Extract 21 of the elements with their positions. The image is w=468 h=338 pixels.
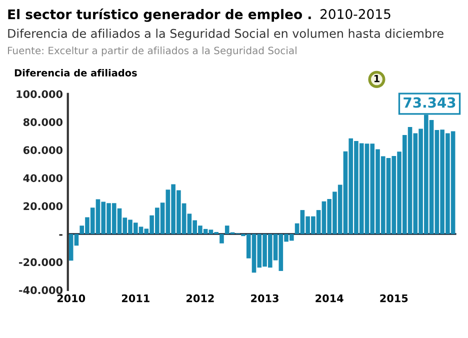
y-tick-label: 80.000	[23, 118, 62, 126]
y-tick-label: -	[59, 234, 62, 236]
y-tick-label: 20.000	[24, 202, 62, 210]
x-tick-label: 2010	[57, 294, 86, 302]
x-tick-label: 2013	[251, 294, 278, 302]
x-tick-label: 2012	[186, 294, 214, 302]
x-tick-label: 2011	[122, 294, 150, 302]
y-tick-label: 40.000	[23, 174, 62, 182]
y-tick-label: 60.000	[23, 146, 62, 154]
y-tick-label: 100.000	[16, 90, 62, 98]
source-note: Fuente: Exceltur a partir de afiliados a la Seguridad Social	[8, 46, 296, 56]
annotation: 73.343	[404, 97, 456, 108]
chart-title: El sector turístico generador de empleo . 2010-2015	[8, 8, 390, 22]
x-tick-label: 2014	[316, 294, 344, 302]
y-axis-title: Diferencia de afiliados	[14, 68, 137, 77]
y-tick-label: -40.000	[19, 286, 62, 294]
text: 1	[374, 75, 380, 82]
chart-subtitle: Diferencia de afiliados a la Seguridad Social en volumen hasta diciembre	[8, 28, 444, 40]
bar	[220, 234, 224, 244]
x-tick-label: 2015	[380, 294, 408, 302]
y-tick-label: -20.000	[19, 258, 62, 266]
